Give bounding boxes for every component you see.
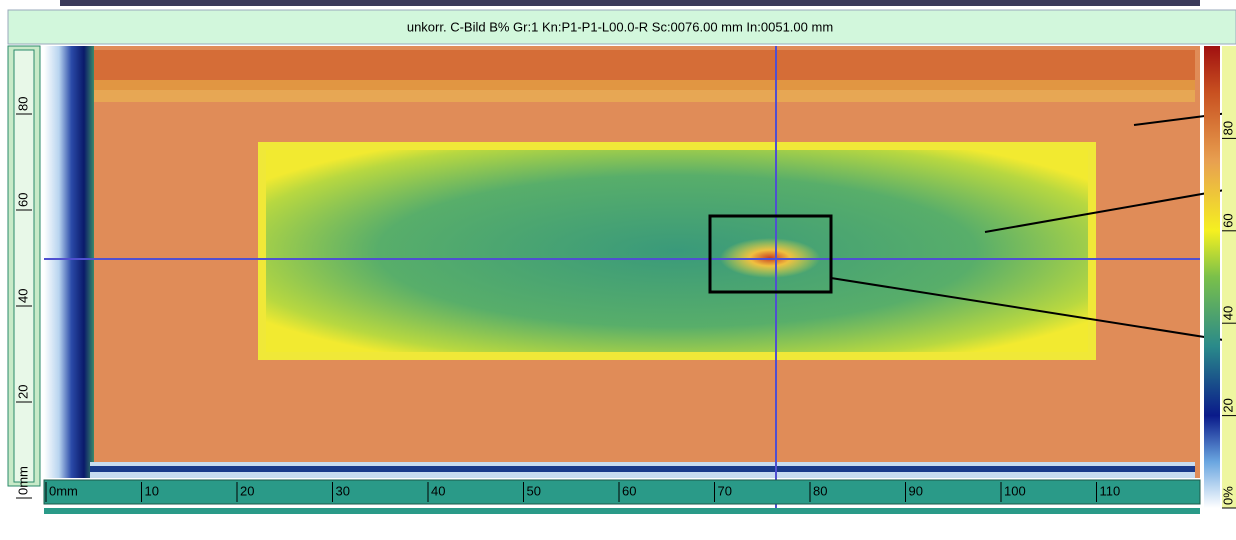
x-tick-label: 30 [336,483,350,498]
y-tick-label: 60 [15,193,30,207]
cscan-window: unkorr. C-Bild B% Gr:1 Kn:P1-P1-L00.0-R … [0,0,1236,540]
x-ruler-scroll [44,508,1200,514]
top-yellow [90,80,1195,102]
inner-region [262,146,1092,356]
bottom-dark [90,466,1195,472]
x-tick-label: 90 [909,483,923,498]
x-tick-label: 60 [622,483,636,498]
colorbar-tick-label: 0% [1220,486,1235,505]
y-tick-label: 40 [15,289,30,303]
colorbar-tick-label: 20 [1220,398,1235,412]
x-tick-label: 10 [145,483,159,498]
x-tick-label: 80 [813,483,827,498]
y-tick-label: 20 [15,385,30,399]
colorbar-scale [1222,46,1236,508]
colorbar-tick-label: 40 [1220,306,1235,320]
left-strip [44,46,94,478]
x-tick-label: 70 [718,483,732,498]
x-tick-label: 100 [1004,483,1026,498]
colorbar-tick-label: 60 [1220,213,1235,227]
x-tick-label: 40 [431,483,445,498]
x-tick-label: 0mm [49,483,78,498]
title: unkorr. C-Bild B% Gr:1 Kn:P1-P1-L00.0-R … [407,19,833,34]
y-tick-label: 0mm [15,466,30,495]
x-tick-label: 110 [1100,483,1121,498]
y-tick-label: 80 [15,97,30,111]
cscan-image [44,46,1236,510]
y-ruler-inner [14,50,34,482]
colorbar-tick-label: 80 [1220,121,1235,135]
x-tick-label: 50 [527,483,541,498]
colorbar [1204,46,1220,508]
x-tick-label: 20 [240,483,254,498]
top-bar [60,0,1200,6]
